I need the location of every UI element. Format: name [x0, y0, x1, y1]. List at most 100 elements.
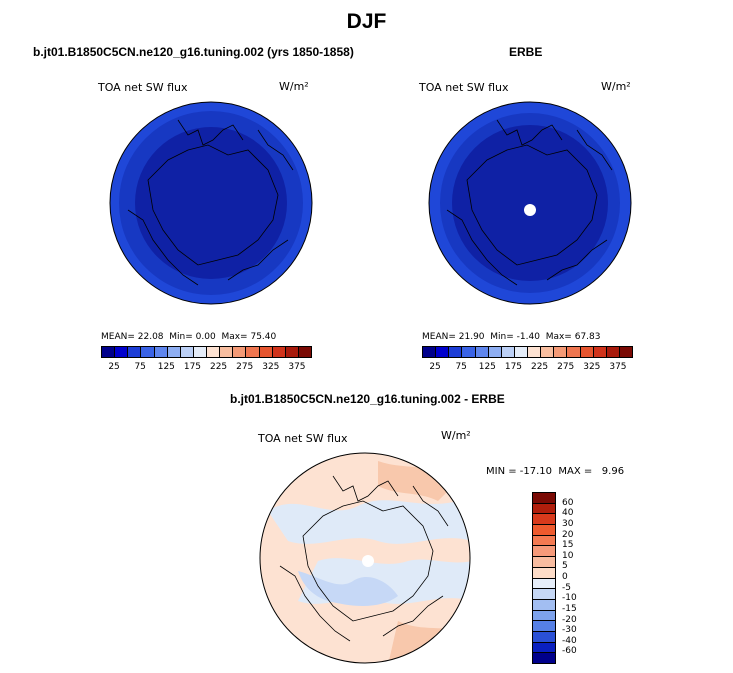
- colorbar-tick-label: 125: [157, 362, 175, 372]
- colorbar-swatch: [528, 347, 542, 357]
- colorbar-swatch: [193, 347, 207, 357]
- diff-colorbar-swatch: [533, 503, 555, 515]
- colorbar-tick-label: 175: [183, 362, 202, 372]
- diff-colorbar-tick-label: -40: [562, 635, 577, 646]
- diff-panel-map: [259, 452, 471, 664]
- panel-1-colorbar: [101, 346, 312, 358]
- diff-colorbar-swatch: [533, 567, 555, 579]
- diff-colorbar-swatch: [533, 493, 555, 504]
- colorbar-swatch: [514, 347, 528, 357]
- diff-colorbar-swatch: [533, 557, 555, 568]
- colorbar-swatch: [462, 347, 476, 357]
- diff-colorbar-tick-label: 30: [562, 518, 574, 529]
- diff-colorbar-swatch: [533, 599, 555, 611]
- colorbar-tick-label: 275: [557, 362, 575, 372]
- panel-1-field-label: TOA net SW flux: [98, 81, 188, 94]
- colorbar-swatch: [606, 347, 620, 357]
- colorbar-swatch: [154, 347, 168, 357]
- diff-colorbar-tick-label: -60: [562, 646, 577, 657]
- panel-1-unit: W/m²: [279, 80, 309, 93]
- diff-colorbar-ticks: 60 40 30 20 15 10 5 0 -5 -10 -15 -20 -30 -40 -60: [562, 492, 602, 662]
- page-title: DJF: [346, 10, 387, 33]
- colorbar-swatch: [272, 347, 286, 357]
- diff-colorbar-tick-label: 0: [562, 572, 568, 582]
- colorbar-swatch: [541, 347, 555, 357]
- diff-panel-minmax: MIN = -17.10 MAX = 9.96: [486, 466, 625, 477]
- diff-panel-unit: W/m²: [441, 429, 471, 442]
- panel-1-colorbar-ticks: 25 75 125 175 225 275 325 375: [101, 362, 310, 374]
- colorbar-tick-label: 375: [609, 362, 627, 372]
- colorbar-swatch: [593, 347, 607, 357]
- diff-colorbar-tick-label: -15: [562, 603, 577, 614]
- panel-1-heading: b.jt01.B1850C5CN.ne120_g16.tuning.002 (y…: [33, 45, 354, 59]
- colorbar-swatch: [259, 347, 273, 357]
- colorbar-swatch: [567, 347, 581, 357]
- diff-colorbar-swatch: [533, 653, 555, 663]
- colorbar-tick-label: 25: [108, 362, 120, 372]
- colorbar-swatch: [233, 347, 247, 357]
- diff-colorbar-tick-label: 5: [562, 561, 568, 572]
- diff-colorbar-swatch: [533, 578, 555, 590]
- panel-1-stats: MEAN= 22.08 Min= 0.00 Max= 75.40: [101, 332, 277, 342]
- colorbar-swatch: [285, 347, 299, 357]
- diff-colorbar-tick-label: 60: [562, 497, 574, 508]
- colorbar-tick-label: 75: [455, 362, 467, 372]
- diff-colorbar-swatch: [533, 589, 555, 600]
- colorbar-swatch: [220, 347, 234, 357]
- colorbar-swatch: [298, 347, 311, 357]
- colorbar-swatch: [449, 347, 463, 357]
- diff-colorbar-tick-label: 40: [562, 508, 574, 519]
- diff-colorbar-swatch: [533, 610, 555, 622]
- colorbar-tick-label: 225: [209, 362, 228, 372]
- panel-2-map: [428, 101, 632, 305]
- colorbar-tick-label: 325: [583, 362, 601, 372]
- diff-colorbar-tick-label: 20: [562, 529, 574, 540]
- panel-1-map: [109, 101, 313, 305]
- panel-2-field-label: TOA net SW flux: [419, 81, 509, 94]
- panel-2-colorbar-ticks: 25 75 125 175 225 275 325 375: [422, 362, 631, 374]
- diff-colorbar-swatch: [533, 642, 555, 654]
- colorbar-swatch: [436, 347, 450, 357]
- panel-2-unit: W/m²: [601, 80, 631, 93]
- diff-colorbar-swatch: [533, 631, 555, 643]
- diff-colorbar-tick-label: -30: [562, 625, 577, 636]
- colorbar-tick-label: 375: [288, 362, 306, 372]
- colorbar-tick-label: 25: [429, 362, 441, 372]
- diff-colorbar-tick-label: -10: [562, 593, 577, 604]
- panel-2-stats: MEAN= 21.90 Min= -1.40 Max= 67.83: [422, 332, 601, 342]
- colorbar-swatch: [475, 347, 489, 357]
- colorbar-swatch: [501, 347, 515, 357]
- colorbar-swatch: [180, 347, 194, 357]
- diff-colorbar-swatch: [533, 546, 555, 558]
- panel-2-heading: ERBE: [509, 45, 543, 59]
- colorbar-tick-label: 75: [134, 362, 146, 372]
- colorbar-tick-label: 175: [504, 362, 523, 372]
- colorbar-swatch: [115, 347, 129, 357]
- colorbar-swatch: [488, 347, 502, 357]
- colorbar-tick-label: 225: [530, 362, 549, 372]
- colorbar-tick-label: 325: [262, 362, 280, 372]
- colorbar-swatch: [580, 347, 594, 357]
- diff-colorbar-tick-label: 15: [562, 540, 574, 551]
- panel-2-colorbar: [422, 346, 633, 358]
- diff-colorbar-tick-label: -5: [562, 582, 571, 593]
- diff-colorbar: [532, 492, 556, 664]
- colorbar-tick-label: 275: [236, 362, 254, 372]
- colorbar-swatch: [619, 347, 632, 357]
- colorbar-swatch: [207, 347, 221, 357]
- diff-colorbar-swatch: [533, 535, 555, 547]
- colorbar-tick-label: 125: [478, 362, 496, 372]
- diff-colorbar-swatch: [533, 525, 555, 536]
- colorbar-swatch: [141, 347, 155, 357]
- colorbar-swatch: [102, 347, 116, 357]
- diff-panel-heading: b.jt01.B1850C5CN.ne120_g16.tuning.002 - …: [230, 392, 505, 406]
- diff-panel-field-label: TOA net SW flux: [258, 432, 348, 445]
- colorbar-swatch: [246, 347, 260, 357]
- diff-colorbar-tick-label: -20: [562, 614, 577, 625]
- colorbar-swatch: [423, 347, 437, 357]
- colorbar-swatch: [554, 347, 568, 357]
- colorbar-swatch: [128, 347, 142, 357]
- diff-colorbar-swatch: [533, 621, 555, 632]
- diff-colorbar-swatch: [533, 514, 555, 526]
- colorbar-swatch: [167, 347, 181, 357]
